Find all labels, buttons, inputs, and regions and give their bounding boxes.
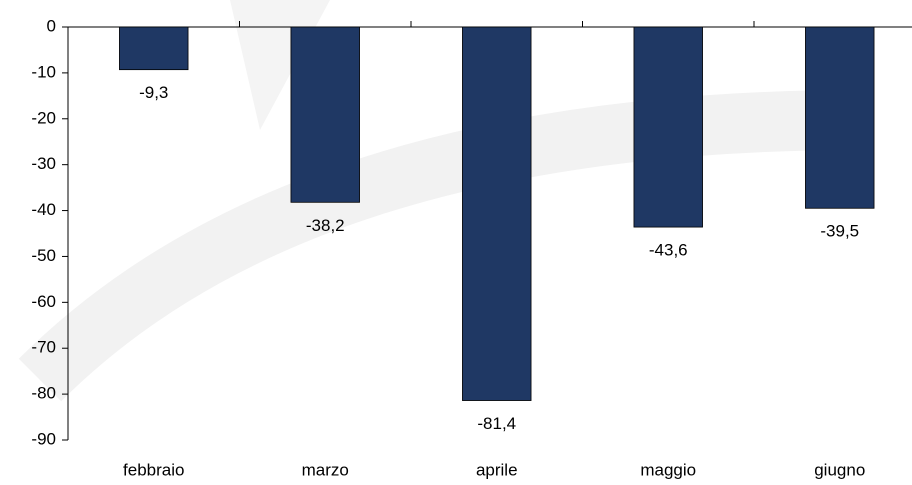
watermark [18,90,861,402]
value-label: -9,3 [139,83,168,102]
value-label: -81,4 [477,414,516,433]
value-label: -39,5 [820,222,859,241]
y-tick-label: -70 [31,338,56,357]
y-tick-label: -80 [31,384,56,403]
bar [805,26,875,209]
y-tick-label: -40 [31,200,56,219]
x-tick-label: marzo [302,460,349,479]
x-tick-label: giugno [814,460,865,479]
y-tick-label: 0 [47,16,56,35]
y-tick-label: -10 [31,62,56,81]
bar [633,26,703,228]
y-tick-label: -50 [31,246,56,265]
x-tick-label: febbraio [123,460,184,479]
value-label: -43,6 [649,241,688,260]
bar [119,26,189,71]
x-tick-label: aprile [476,460,518,479]
y-tick-label: -60 [31,292,56,311]
bar [290,26,360,203]
bar [462,26,532,401]
value-label: -38,2 [306,216,345,235]
x-tick-label: maggio [640,460,696,479]
y-tick-label: -90 [31,429,56,448]
y-tick-label: -30 [31,154,56,173]
y-tick-label: -20 [31,108,56,127]
